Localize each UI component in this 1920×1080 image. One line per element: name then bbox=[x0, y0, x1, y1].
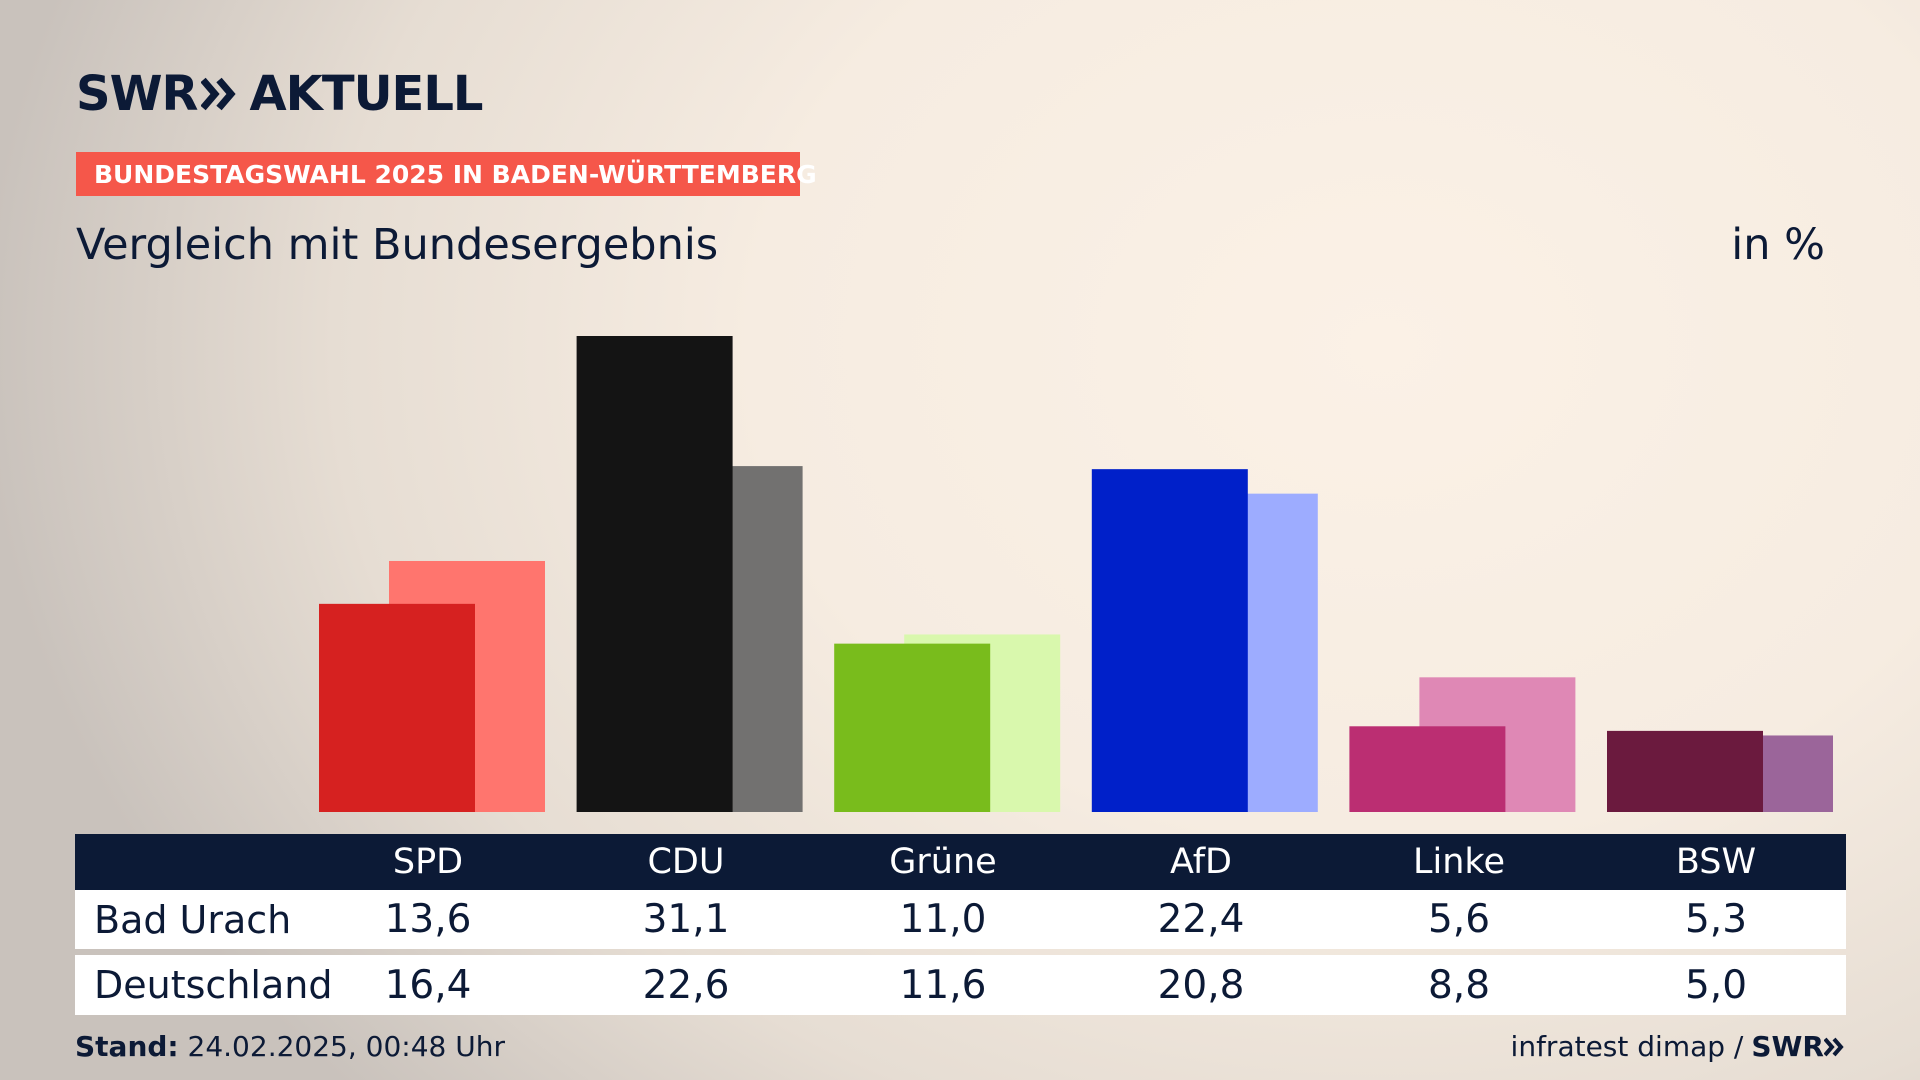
header-cdu: CDU bbox=[647, 842, 725, 882]
cell-value: 16,4 bbox=[384, 962, 472, 1008]
cell-value: 5,3 bbox=[1684, 897, 1748, 942]
header-bsw: BSW bbox=[1675, 842, 1757, 882]
bar-bad-urach-spd bbox=[319, 603, 475, 812]
cell-value: 11,0 bbox=[899, 897, 987, 942]
cell-value: 8,8 bbox=[1427, 962, 1491, 1008]
table-header: SPD CDU Grüne AfD Linke BSW bbox=[75, 834, 1846, 890]
chart-subtitle: Vergleich mit Bundesergebnis bbox=[76, 220, 719, 270]
bar-bad-urach-afd bbox=[1091, 469, 1248, 812]
row-label-deutschland: Deutschland bbox=[94, 963, 333, 1007]
bar-chart bbox=[319, 336, 1833, 812]
table-row: Deutschland 16,4 22,6 11,6 20,8 8,8 5,0 bbox=[75, 955, 1846, 1015]
results-table: SPD CDU Grüne AfD Linke BSW Bad Urach 13… bbox=[75, 834, 1846, 1015]
source-credit: infratest dimap / SWR bbox=[1511, 1030, 1846, 1063]
cell-value: 5,0 bbox=[1684, 962, 1748, 1008]
double-chevron-icon bbox=[1824, 1037, 1844, 1056]
source-text: infratest dimap / bbox=[1510, 1030, 1744, 1063]
header-afd: AfD bbox=[1170, 842, 1232, 882]
bar-bad-urach-grüne bbox=[834, 643, 991, 812]
stand-label: Stand: bbox=[75, 1030, 179, 1063]
logo-aktuell-text: AKTUELL bbox=[249, 66, 483, 122]
header-gruene: Grüne bbox=[889, 842, 997, 882]
row-label-bad-urach: Bad Urach bbox=[94, 897, 292, 942]
cell-value: 11,6 bbox=[899, 962, 987, 1008]
bar-bad-urach-cdu bbox=[576, 336, 733, 812]
bar-bad-urach-linke bbox=[1349, 726, 1506, 812]
election-banner: BUNDESTAGSWAHL 2025 IN BADEN-WÜRTTEMBERG bbox=[76, 152, 817, 196]
cell-value: 13,6 bbox=[384, 897, 472, 942]
swr-aktuell-logo: SWR AKTUELL bbox=[76, 66, 484, 122]
timestamp: Stand: 24.02.2025, 00:48 Uhr bbox=[75, 1030, 505, 1063]
bar-bad-urach-bsw bbox=[1607, 730, 1763, 812]
header-linke: Linke bbox=[1413, 842, 1505, 882]
footer-swr-logo: SWR bbox=[1751, 1030, 1846, 1063]
stand-value: 24.02.2025, 00:48 Uhr bbox=[187, 1030, 505, 1063]
cell-value: 5,6 bbox=[1427, 897, 1491, 942]
header-spd: SPD bbox=[392, 842, 464, 882]
table-row: Bad Urach 13,6 31,1 11,0 22,4 5,6 5,3 bbox=[75, 890, 1846, 949]
logo-swr-text: SWR bbox=[76, 66, 198, 122]
double-chevron-icon bbox=[201, 77, 237, 111]
cell-value: 22,6 bbox=[642, 962, 730, 1008]
unit-label: in % bbox=[1731, 220, 1825, 270]
cell-value: 31,1 bbox=[642, 897, 730, 942]
footer-swr-text: SWR bbox=[1751, 1030, 1824, 1063]
cell-value: 22,4 bbox=[1157, 897, 1245, 942]
cell-value: 20,8 bbox=[1157, 962, 1245, 1008]
